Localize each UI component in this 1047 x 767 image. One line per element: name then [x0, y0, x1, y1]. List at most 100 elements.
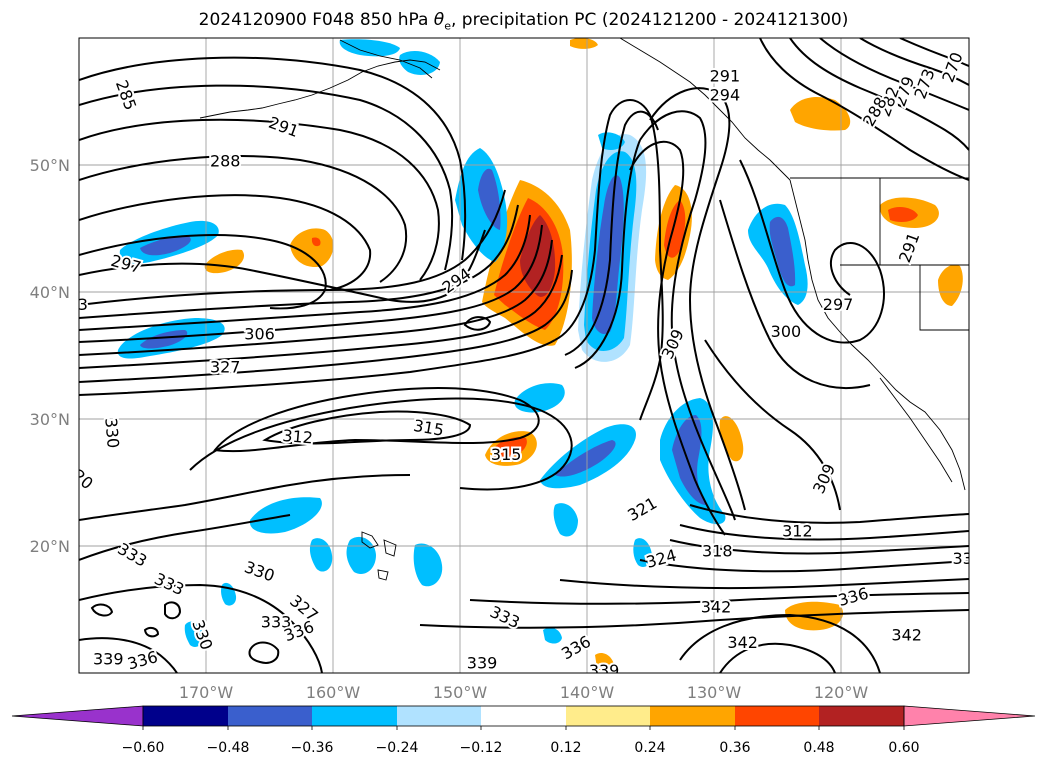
contour-label: 339	[589, 661, 620, 680]
contour-333-band	[469, 592, 969, 605]
contour-336-west	[79, 583, 323, 673]
lon-label-150w: 150°W	[433, 683, 488, 702]
title-theta-symbol: θ	[433, 10, 445, 30]
colorbar-ticks	[142, 726, 905, 730]
colorbar-bin-4	[397, 706, 481, 726]
title-suffix: , precipitation PC (2024121200 - 2024121…	[450, 10, 849, 30]
colorbar-bin-8	[735, 706, 819, 726]
contour-306	[79, 214, 531, 331]
contour-label: 312	[782, 521, 813, 540]
contour-300	[79, 189, 506, 306]
lat-label-20n: 20°N	[30, 537, 70, 556]
precip-negative-blob-n1	[339, 39, 400, 57]
contour-label: 315	[491, 445, 522, 464]
contour-label: 306	[244, 324, 275, 343]
contour-312a	[79, 239, 553, 356]
precip-positive-blob-n4	[570, 38, 598, 49]
contour-north-3	[79, 118, 440, 281]
contour-label: 342	[727, 633, 758, 652]
colorbar-extend-max	[903, 705, 1036, 727]
colorbar-bin-7	[650, 706, 735, 726]
contour-east-5	[899, 38, 969, 67]
lat-label-50n: 50°N	[30, 156, 70, 175]
precip-negative-core-coast	[769, 216, 796, 287]
precip-negative-core-subtropical	[555, 440, 616, 477]
coast-hawaii-3	[377, 569, 389, 581]
contour-label: 339	[93, 650, 124, 669]
colorbar-bin-9	[819, 706, 904, 726]
contour-closed-1	[248, 641, 280, 664]
contour-318a	[79, 269, 573, 383]
cb-label-3: −0.36	[291, 740, 334, 756]
lon-label-160w: 160°W	[306, 683, 361, 702]
contour-coast-300	[719, 199, 871, 389]
contour-ridge-130w-c	[629, 140, 726, 536]
colorbar-frame	[142, 705, 905, 727]
precip-negative-blob-sw4	[309, 538, 333, 572]
contour-east-2	[789, 38, 969, 151]
precip-negative-core-137w	[592, 175, 624, 335]
cb-label-1: −0.60	[122, 740, 165, 756]
cb-label-9: 0.48	[803, 740, 834, 756]
contour-east-3	[819, 38, 969, 111]
precip-negative-core-150w	[478, 168, 501, 230]
contour-315a	[79, 254, 563, 369]
colorbar-bin-5	[481, 706, 566, 726]
precip-positive-blob-sw10	[595, 653, 614, 672]
contour-label: 333	[261, 613, 292, 632]
title-prefix: 2024120900 F048 850 hPa	[198, 10, 434, 30]
precip-negative-blob-sw6	[633, 538, 652, 567]
contour-label: 339	[467, 653, 498, 672]
contour-east-4	[859, 38, 969, 86]
precip-negative-blob-n2	[399, 50, 440, 75]
lon-label-140w: 140°W	[560, 683, 615, 702]
cb-label-7: 0.24	[634, 740, 665, 756]
lon-tick-labels: 170°W 160°W 150°W 140°W 130°W 120°W	[179, 683, 869, 702]
map-frame	[78, 37, 970, 674]
contour-coast-297	[739, 159, 885, 344]
contour-north-1	[79, 56, 467, 261]
contour-321a	[79, 339, 556, 396]
colorbar-bin-3	[312, 706, 397, 726]
contour-label: 297	[823, 295, 854, 314]
contour-label: 342	[701, 597, 732, 616]
precip-negative-blob-sw9	[543, 627, 562, 644]
precip-negative-core-w	[140, 330, 188, 349]
cb-label-5: −0.12	[460, 740, 503, 756]
coast-alaska-south	[339, 39, 433, 79]
contour-ridge-130w-b	[639, 110, 736, 521]
precip-positive-strip-128w	[719, 416, 744, 462]
contour-closed-5	[463, 316, 492, 331]
contour-trough-137w-c	[574, 139, 641, 369]
contour-label: 312	[282, 426, 314, 448]
contour-309-east	[704, 339, 841, 511]
contour-321-band	[669, 539, 969, 555]
contour-label: 318	[702, 542, 733, 561]
contour-342-south-2	[719, 642, 836, 673]
contour-east-1	[759, 38, 969, 181]
colorbar: −0.60 −0.48 −0.36 −0.24 −0.12 0.12 0.24 …	[11, 705, 1036, 756]
contour-label: 300	[771, 322, 802, 341]
cb-label-8: 0.36	[719, 740, 750, 756]
colorbar-extend-min	[11, 705, 144, 727]
contour-label: 330	[101, 417, 123, 449]
coast-baja	[879, 377, 953, 483]
contour-closed-4	[143, 626, 160, 638]
contour-label: 291	[710, 67, 741, 86]
border-state-2	[919, 265, 969, 331]
lat-label-30n: 30°N	[30, 410, 70, 429]
plot-title: 2024120900 F048 850 hPa θe, precipitatio…	[0, 10, 1047, 32]
contour-318-band	[679, 524, 969, 541]
contour-312-band	[689, 504, 969, 524]
graticule	[79, 38, 969, 673]
contour-333-west	[79, 514, 291, 561]
lat-label-40n: 40°N	[30, 283, 70, 302]
contour-label: 342	[891, 625, 922, 644]
contour-closed-2	[164, 601, 182, 620]
lon-label-130w: 130°W	[687, 683, 742, 702]
precip-negative-core-nw	[140, 235, 191, 256]
contour-label: 303	[57, 295, 88, 314]
contour-303	[79, 204, 519, 319]
contour-330-band	[559, 578, 969, 589]
